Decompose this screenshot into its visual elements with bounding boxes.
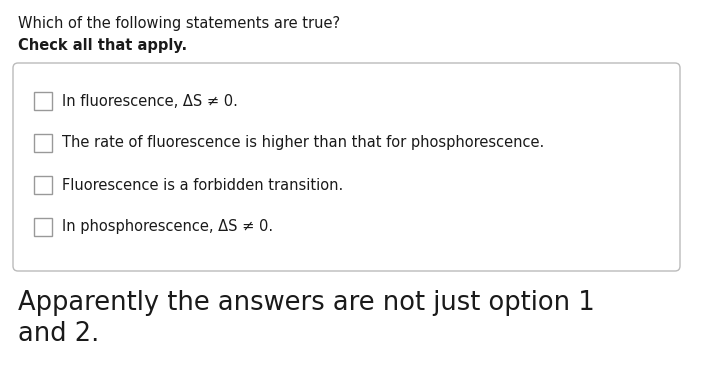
- FancyBboxPatch shape: [34, 92, 52, 110]
- FancyBboxPatch shape: [34, 134, 52, 152]
- Text: Apparently the answers are not just option 1
and 2.: Apparently the answers are not just opti…: [18, 290, 595, 347]
- Text: Fluorescence is a forbidden transition.: Fluorescence is a forbidden transition.: [62, 177, 343, 193]
- FancyBboxPatch shape: [34, 176, 52, 194]
- Text: In fluorescence, ΔS ≠ 0.: In fluorescence, ΔS ≠ 0.: [62, 94, 238, 108]
- Text: Which of the following statements are true?: Which of the following statements are tr…: [18, 16, 340, 31]
- Text: The rate of fluorescence is higher than that for phosphorescence.: The rate of fluorescence is higher than …: [62, 135, 544, 151]
- FancyBboxPatch shape: [13, 63, 680, 271]
- Text: In phosphorescence, ΔS ≠ 0.: In phosphorescence, ΔS ≠ 0.: [62, 220, 273, 234]
- Text: Check all that apply.: Check all that apply.: [18, 38, 187, 53]
- FancyBboxPatch shape: [34, 218, 52, 236]
